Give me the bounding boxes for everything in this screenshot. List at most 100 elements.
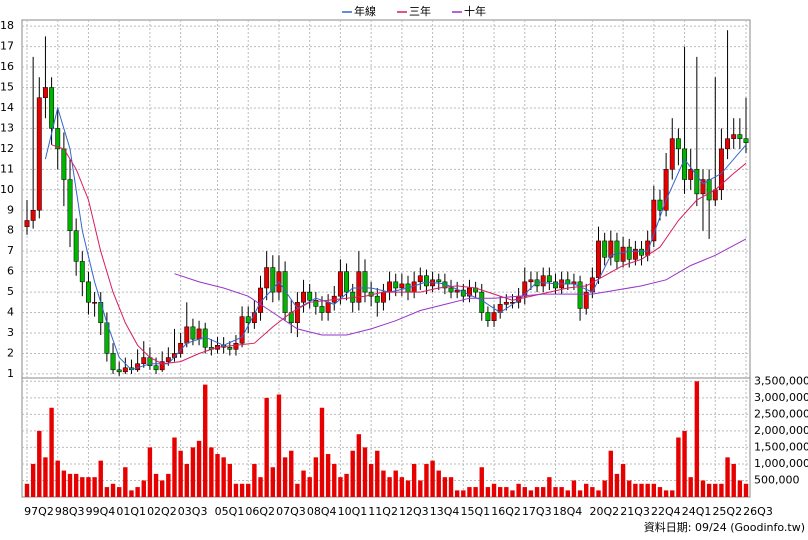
- candle-body: [448, 287, 454, 293]
- y-tick-label: 17: [0, 40, 14, 53]
- volume-bar: [203, 384, 208, 497]
- volume-bar: [159, 480, 165, 497]
- volume-bar: [694, 381, 700, 497]
- candle-body: [36, 97, 42, 211]
- volume-bar: [424, 463, 429, 497]
- volume-bar: [276, 394, 282, 497]
- volume-bar: [602, 480, 607, 497]
- candle-body: [743, 138, 749, 143]
- volume-bar: [30, 463, 36, 497]
- volume-bar: [405, 480, 411, 497]
- x-tick-label: 99Q4: [86, 505, 116, 518]
- x-tick-label: 02Q2: [147, 505, 177, 518]
- candle-body: [725, 138, 731, 150]
- candle-body: [153, 365, 159, 371]
- x-tick-label: 01Q1: [116, 505, 146, 518]
- volume-bar: [332, 463, 337, 497]
- volume-bar: [301, 470, 306, 497]
- volume-bar: [436, 470, 441, 497]
- candle-body: [270, 267, 276, 293]
- volume-tick-label: 1,000,000: [754, 457, 808, 470]
- volume-bar: [338, 477, 343, 497]
- candle-body: [651, 199, 657, 242]
- volume-bar: [368, 463, 374, 497]
- y-tick-label: 9: [7, 203, 14, 216]
- volume-bar: [356, 434, 362, 497]
- volume-bar: [362, 447, 368, 497]
- volume-bar: [584, 483, 589, 497]
- volume-bar: [239, 483, 245, 497]
- volume-bar: [307, 477, 312, 497]
- volume-panel: [21, 377, 751, 498]
- candle-body: [602, 240, 608, 258]
- y-tick-label: 10: [0, 183, 14, 196]
- candle-body: [399, 283, 405, 289]
- candle-body: [374, 295, 380, 303]
- candle-body: [540, 275, 546, 287]
- candle-body: [688, 169, 694, 180]
- candle-body: [485, 312, 491, 321]
- candle-body: [393, 281, 399, 289]
- candle-body: [503, 302, 509, 305]
- volume-bar: [246, 483, 251, 497]
- x-tick-label: 21Q3: [620, 505, 650, 518]
- x-tick-label: 13Q4: [430, 505, 460, 518]
- volume-bar: [743, 483, 749, 497]
- volume-bar: [608, 450, 614, 497]
- y-tick-label: 14: [0, 101, 14, 114]
- candle-body: [165, 357, 171, 362]
- volume-bar: [184, 463, 189, 497]
- volume-bar: [123, 467, 128, 497]
- volume-bar: [559, 487, 564, 497]
- footnote: 資料日期: 09/24 (Goodinfo.tw): [644, 520, 805, 534]
- candle-body: [190, 326, 196, 340]
- candle-body: [239, 316, 245, 344]
- volume-bar: [141, 480, 146, 497]
- volume-bar: [682, 430, 687, 497]
- volume-bar: [522, 487, 527, 497]
- volume-bar: [264, 397, 269, 497]
- y-tick-label: 5: [7, 285, 14, 298]
- x-tick-label: 11Q2: [368, 505, 398, 518]
- candle-body: [49, 87, 55, 129]
- volume-bar: [510, 490, 515, 497]
- candle-body: [626, 246, 632, 260]
- volume-bar: [393, 470, 398, 497]
- volume-bar: [461, 490, 466, 497]
- volume-bar: [528, 490, 534, 497]
- candle-body: [608, 240, 614, 258]
- volume-bar: [700, 480, 706, 497]
- volume-bar: [596, 490, 601, 497]
- candle-body: [718, 148, 724, 191]
- volume-bar: [270, 467, 276, 497]
- y-tick-label: 13: [0, 121, 14, 134]
- volume-bar: [92, 477, 97, 497]
- volume-bar: [387, 477, 392, 497]
- volume-bar: [620, 463, 626, 497]
- candle-body: [55, 128, 61, 150]
- volume-bar: [178, 450, 183, 497]
- candle-body: [325, 302, 331, 313]
- candle-body: [233, 342, 239, 350]
- volume-bar: [399, 477, 405, 497]
- x-tick-label: 22Q4: [651, 505, 681, 518]
- volume-bar: [325, 454, 331, 497]
- y-tick-label: 3: [7, 326, 14, 339]
- candle-body: [583, 291, 589, 309]
- volume-bar: [172, 437, 177, 497]
- x-tick-label: 98Q3: [55, 505, 85, 518]
- volume-bar: [639, 483, 644, 497]
- x-tick-label: 24Q1: [682, 505, 712, 518]
- candle-body: [79, 261, 85, 283]
- volume-bar: [663, 490, 669, 497]
- volume-bar: [86, 477, 91, 497]
- volume-bar: [98, 460, 103, 497]
- candle-body: [184, 326, 190, 344]
- volume-bar: [147, 447, 153, 497]
- volume-bar: [713, 483, 718, 497]
- volume-tick-label: 1,500,000: [754, 440, 808, 453]
- x-tick-label: 16Q2: [491, 505, 521, 518]
- candle-body: [417, 275, 423, 283]
